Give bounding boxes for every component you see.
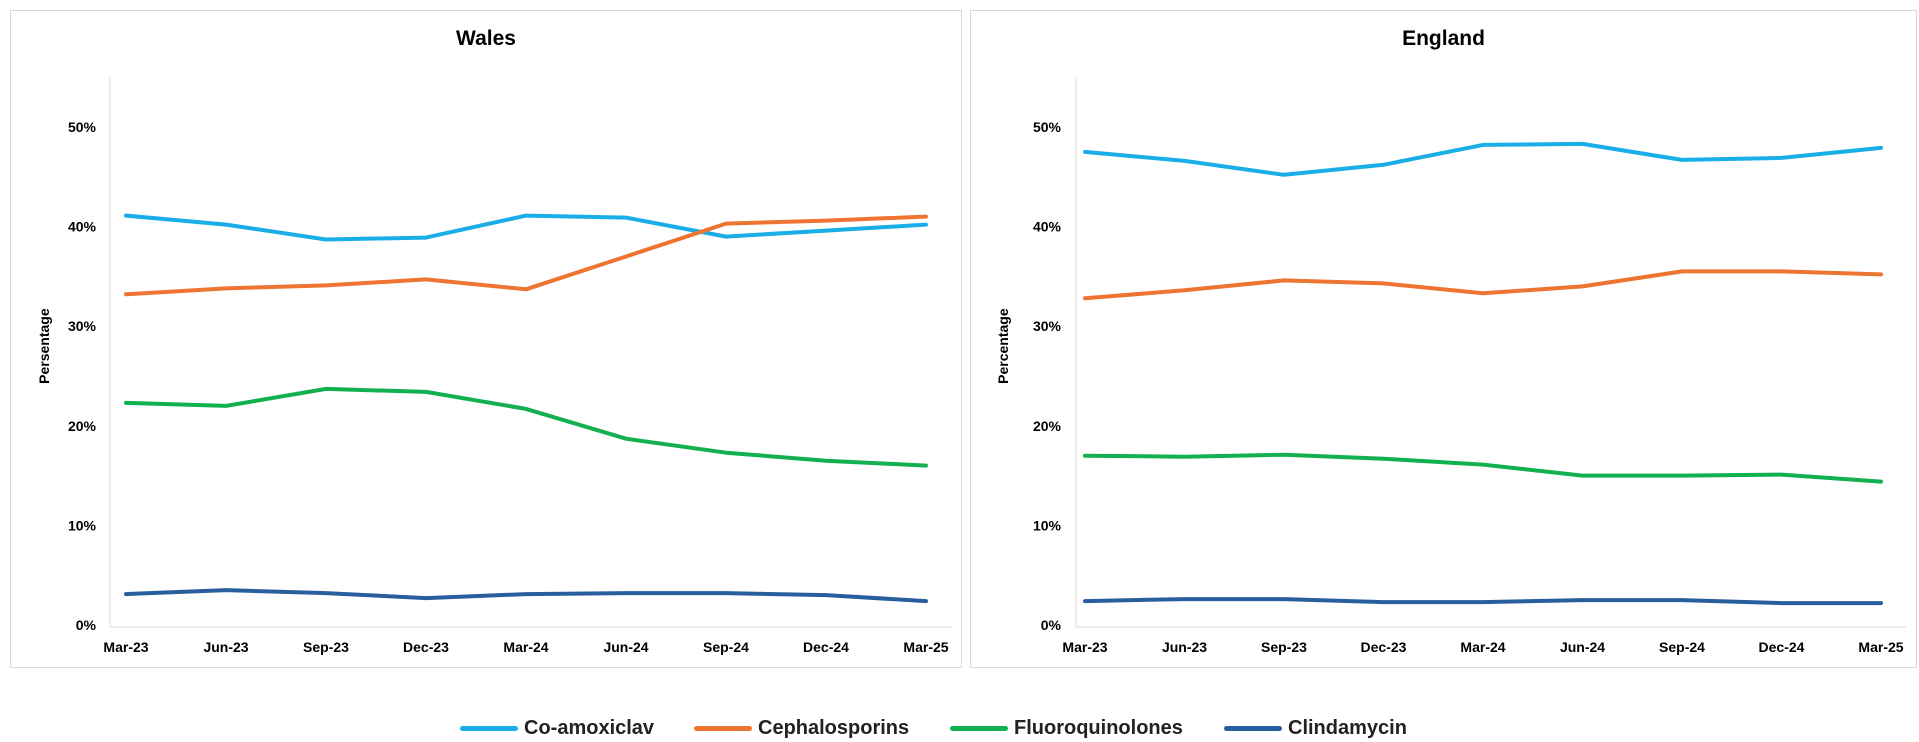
series-line [126, 216, 926, 240]
x-tick-label: Sep-24 [703, 639, 749, 655]
series-line [1085, 144, 1881, 175]
y-tick-label: 30% [1033, 318, 1062, 334]
y-tick-label: 50% [68, 119, 97, 135]
x-tick-label: Mar-24 [503, 639, 548, 655]
line-chart-england: 0% 10% 20% 30% 40% 50% Mar-23 Jun-23 Sep-23 Dec-2… [971, 11, 1916, 667]
x-tick-label: Sep-24 [1659, 639, 1705, 655]
legend-item-cephalosporins: Cephalosporins [694, 714, 909, 742]
y-tick-label: 40% [1033, 219, 1062, 235]
x-tick-label: Dec-24 [1759, 639, 1805, 655]
y-tick-label: 30% [68, 318, 97, 334]
legend-item-clindamycin: Clindamycin [1224, 714, 1407, 742]
x-tick-label: Jun-23 [1162, 639, 1207, 655]
y-tick-label: 50% [1033, 119, 1062, 135]
legend-item-fluoroquinolones: Fluoroquinolones [950, 714, 1183, 742]
x-tick-label: Mar-24 [1460, 639, 1505, 655]
series-fluoroquinolones [126, 389, 926, 466]
legend-label: Clindamycin [1288, 717, 1407, 740]
series-line [126, 590, 926, 601]
y-tick-label: 20% [1033, 418, 1062, 434]
line-chart-wales: 0% 10% 20% 30% 40% 50% Mar-23 Jun-23 Sep-23 Dec-2… [11, 11, 961, 667]
x-tick-label: Jun-23 [203, 639, 248, 655]
x-tick-label: Sep-23 [1261, 639, 1307, 655]
x-tick-label: Mar-23 [103, 639, 148, 655]
legend-swatch [694, 726, 752, 731]
y-axis-label: Persentage [36, 308, 52, 384]
y-tick-label: 0% [1041, 617, 1062, 633]
series-line [1085, 271, 1881, 298]
y-tick-label: 10% [1033, 517, 1062, 533]
x-tick-label: Mar-25 [903, 639, 948, 655]
x-tick-label: Dec-23 [1361, 639, 1407, 655]
chart-legend: Co-amoxiclav Cephalosporins Fluoroquinol… [0, 714, 1919, 742]
series-line [126, 389, 926, 466]
x-tick-label: Mar-25 [1858, 639, 1903, 655]
x-tick-label: Dec-23 [403, 639, 449, 655]
series-cephalosporins [1085, 271, 1881, 298]
legend-swatch [950, 726, 1008, 731]
y-tick-label: 20% [68, 418, 97, 434]
y-axis-label: Percentage [995, 308, 1011, 384]
x-tick-label: Mar-23 [1062, 639, 1107, 655]
legend-swatch [1224, 726, 1282, 731]
legend-label: Co-amoxiclav [524, 717, 654, 740]
x-tick-label: Sep-23 [303, 639, 349, 655]
x-tick-label: Dec-24 [803, 639, 849, 655]
y-tick-label: 40% [68, 219, 97, 235]
series-line [1085, 599, 1881, 603]
legend-label: Fluoroquinolones [1014, 717, 1183, 740]
x-tick-label: Jun-24 [603, 639, 648, 655]
series-co-amoxiclav [126, 216, 926, 240]
legend-item-co-amoxiclav: Co-amoxiclav [460, 714, 654, 742]
series-line [1085, 455, 1881, 482]
legend-label: Cephalosporins [758, 717, 909, 740]
y-tick-label: 10% [68, 517, 97, 533]
y-tick-label: 0% [76, 617, 97, 633]
series-fluoroquinolones [1085, 455, 1881, 482]
series-co-amoxiclav [1085, 144, 1881, 175]
series-clindamycin [1085, 599, 1881, 603]
x-tick-label: Jun-24 [1560, 639, 1605, 655]
legend-swatch [460, 726, 518, 731]
series-clindamycin [126, 590, 926, 601]
